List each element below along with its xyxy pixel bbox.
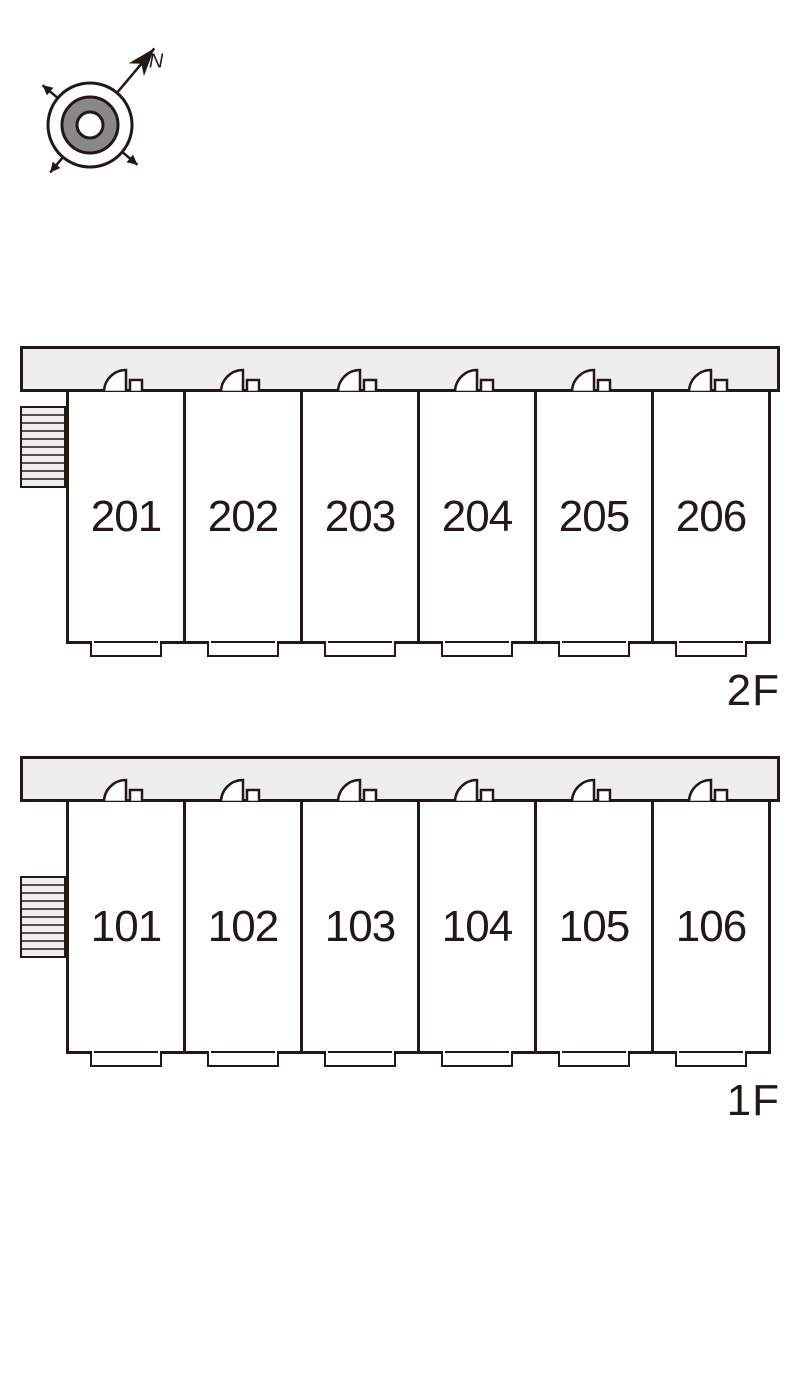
- balcony-icon: [675, 1051, 747, 1067]
- unit-label: 204: [442, 492, 512, 542]
- unit-label: 106: [676, 902, 746, 952]
- unit-label: 202: [208, 492, 278, 542]
- unit-104: 104: [417, 799, 537, 1054]
- door-icon: [330, 362, 390, 392]
- unit-label: 201: [91, 492, 161, 542]
- balcony-icon: [441, 1051, 513, 1067]
- unit-label: 103: [325, 902, 395, 952]
- compass: N: [20, 15, 180, 200]
- door-icon: [447, 362, 507, 392]
- door-icon: [96, 362, 156, 392]
- unit-label: 105: [559, 902, 629, 952]
- unit-106: 106: [651, 799, 771, 1054]
- door-icon: [564, 772, 624, 802]
- unit-label: 206: [676, 492, 746, 542]
- unit-206: 206: [651, 389, 771, 644]
- door-icon: [564, 362, 624, 392]
- door-icon: [96, 772, 156, 802]
- balcony-icon: [90, 641, 162, 657]
- floor-label-2f: 2F: [727, 666, 780, 716]
- balcony-icon: [441, 641, 513, 657]
- door-icon: [213, 362, 273, 392]
- unit-204: 204: [417, 389, 537, 644]
- unit-label: 102: [208, 902, 278, 952]
- balcony-icon: [90, 1051, 162, 1067]
- balcony-icon: [558, 641, 630, 657]
- balcony-icon: [207, 1051, 279, 1067]
- floor-label-1f: 1F: [727, 1076, 780, 1126]
- unit-label: 203: [325, 492, 395, 542]
- stairs-1f-icon: [20, 876, 66, 958]
- stairs-2f-icon: [20, 406, 66, 488]
- unit-101: 101: [66, 799, 186, 1054]
- door-icon: [447, 772, 507, 802]
- balcony-icon: [324, 1051, 396, 1067]
- unit-205: 205: [534, 389, 654, 644]
- door-icon: [213, 772, 273, 802]
- door-icon: [681, 772, 741, 802]
- unit-201: 201: [66, 389, 186, 644]
- units-row-1f: 101 102 103 104: [66, 799, 771, 1054]
- balcony-icon: [675, 641, 747, 657]
- door-icon: [681, 362, 741, 392]
- unit-105: 105: [534, 799, 654, 1054]
- compass-north-label: N: [149, 50, 164, 72]
- balcony-icon: [324, 641, 396, 657]
- unit-103: 103: [300, 799, 420, 1054]
- compass-icon: N: [20, 15, 180, 195]
- units-row-2f: 201 202 203 204: [66, 389, 771, 644]
- unit-label: 205: [559, 492, 629, 542]
- unit-203: 203: [300, 389, 420, 644]
- balcony-icon: [207, 641, 279, 657]
- unit-102: 102: [183, 799, 303, 1054]
- unit-202: 202: [183, 389, 303, 644]
- unit-label: 101: [91, 902, 161, 952]
- balcony-icon: [558, 1051, 630, 1067]
- door-icon: [330, 772, 390, 802]
- unit-label: 104: [442, 902, 512, 952]
